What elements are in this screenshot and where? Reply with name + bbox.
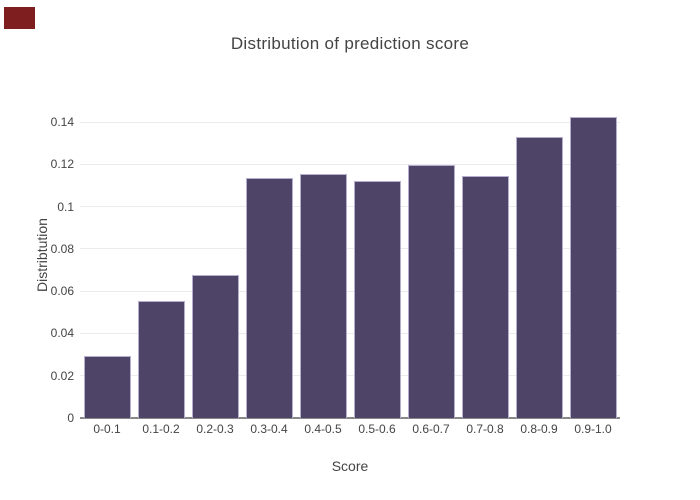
bar-0.2-0.3[interactable] — [191, 275, 239, 418]
y-tick-label: 0.12 — [50, 157, 74, 172]
bar-0.4-0.5[interactable] — [299, 173, 347, 418]
x-tick-label: 0.6-0.7 — [412, 422, 450, 436]
bar-0.9-1.0[interactable] — [569, 116, 617, 418]
bar-0.7-0.8[interactable] — [461, 176, 509, 418]
bar-0-0.1[interactable] — [83, 355, 131, 418]
bar-0.5-0.6[interactable] — [353, 181, 401, 418]
x-tick-label: 0.5-0.6 — [358, 422, 396, 436]
chart-title: Distribution of prediction score — [230, 34, 470, 53]
y-tick-label: 0.14 — [50, 115, 74, 130]
gridline — [80, 206, 620, 208]
x-tick-label: 0.9-1.0 — [574, 422, 612, 436]
bar-0.3-0.4[interactable] — [245, 178, 293, 418]
x-axis-title: Score — [331, 458, 369, 474]
y-tick-label: 0.1 — [57, 199, 74, 214]
gridline — [80, 375, 620, 377]
gridline — [80, 248, 620, 250]
y-tick-label: 0.08 — [50, 241, 74, 256]
gridline — [80, 290, 620, 292]
x-tick-label: 0.7-0.8 — [466, 422, 504, 436]
x-tick-label: 0.2-0.3 — [196, 422, 234, 436]
y-tick-label: 0 — [67, 411, 74, 425]
bar-0.6-0.7[interactable] — [407, 165, 455, 418]
x-tick-label: 0.8-0.9 — [520, 422, 558, 436]
x-tick-label: 0.1-0.2 — [142, 422, 180, 436]
x-axis-line — [80, 417, 620, 419]
gridline — [80, 121, 620, 123]
gridline — [80, 332, 620, 334]
x-tick-label: 0.4-0.5 — [304, 422, 342, 436]
bar-0.1-0.2[interactable] — [137, 300, 185, 418]
y-tick-label: 0.04 — [50, 326, 74, 341]
gridline — [80, 163, 620, 165]
x-tick-label: 0-0.1 — [93, 422, 121, 436]
red-marker — [4, 7, 35, 29]
bar-0.8-0.9[interactable] — [515, 136, 563, 418]
y-tick-label: 0.02 — [50, 368, 74, 383]
y-tick-label: 0.06 — [50, 284, 74, 299]
y-axis-title-text: Distribtution — [34, 218, 50, 292]
x-tick-label: 0.3-0.4 — [250, 422, 288, 436]
